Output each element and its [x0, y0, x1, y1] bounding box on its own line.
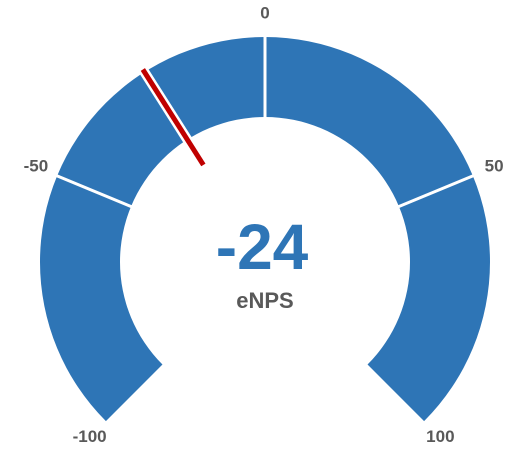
- tick-separator: [54, 173, 134, 209]
- tick-label: -100: [73, 427, 107, 446]
- tick-label: 100: [426, 427, 454, 446]
- gauge-label: eNPS: [236, 288, 293, 313]
- gauge-value: -24: [216, 211, 309, 283]
- tick-label: 0: [260, 3, 269, 22]
- gauge-band: [40, 37, 490, 422]
- tick-label: -50: [24, 157, 49, 176]
- needle: [140, 68, 206, 167]
- tick-separator: [396, 173, 476, 209]
- tick-label: 50: [485, 157, 504, 176]
